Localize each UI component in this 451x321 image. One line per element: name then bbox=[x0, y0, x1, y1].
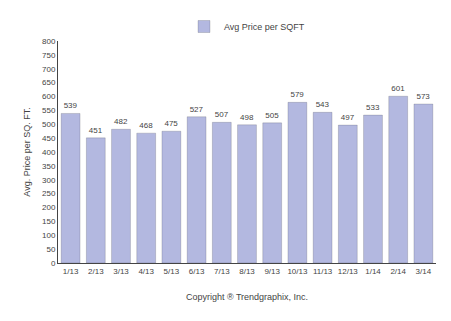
svg-text:11/13: 11/13 bbox=[313, 267, 333, 276]
svg-text:451: 451 bbox=[89, 126, 103, 135]
svg-text:9/13: 9/13 bbox=[264, 267, 280, 276]
svg-text:250: 250 bbox=[42, 189, 56, 198]
svg-text:475: 475 bbox=[164, 119, 178, 128]
svg-text:2/14: 2/14 bbox=[390, 267, 406, 276]
svg-text:3/14: 3/14 bbox=[416, 267, 432, 276]
svg-text:Avg Price per SQFT: Avg Price per SQFT bbox=[224, 22, 305, 32]
svg-text:750: 750 bbox=[42, 51, 56, 60]
svg-text:350: 350 bbox=[42, 162, 56, 171]
svg-text:10/13: 10/13 bbox=[287, 267, 308, 276]
svg-text:4/13: 4/13 bbox=[138, 267, 154, 276]
svg-text:12/13: 12/13 bbox=[338, 267, 359, 276]
svg-text:150: 150 bbox=[42, 217, 56, 226]
svg-text:7/13: 7/13 bbox=[214, 267, 230, 276]
svg-text:573: 573 bbox=[416, 92, 430, 101]
svg-text:300: 300 bbox=[42, 176, 56, 185]
svg-text:579: 579 bbox=[290, 90, 304, 99]
svg-text:50: 50 bbox=[46, 245, 55, 254]
svg-text:533: 533 bbox=[366, 103, 380, 112]
svg-text:200: 200 bbox=[42, 203, 56, 212]
svg-text:2/13: 2/13 bbox=[88, 267, 104, 276]
svg-text:1/13: 1/13 bbox=[63, 267, 79, 276]
svg-text:800: 800 bbox=[42, 37, 56, 46]
svg-text:505: 505 bbox=[265, 111, 279, 120]
svg-text:468: 468 bbox=[139, 121, 153, 130]
svg-text:Avg. Price per SQ. FT.: Avg. Price per SQ. FT. bbox=[22, 107, 32, 196]
svg-text:543: 543 bbox=[316, 100, 330, 109]
svg-text:600: 600 bbox=[42, 92, 56, 101]
svg-text:1/14: 1/14 bbox=[365, 267, 381, 276]
svg-text:497: 497 bbox=[341, 113, 355, 122]
svg-text:100: 100 bbox=[42, 231, 56, 240]
svg-text:700: 700 bbox=[42, 65, 56, 74]
svg-text:0: 0 bbox=[51, 259, 56, 268]
svg-text:5/13: 5/13 bbox=[164, 267, 180, 276]
svg-text:539: 539 bbox=[64, 101, 78, 110]
svg-text:482: 482 bbox=[114, 117, 128, 126]
svg-text:498: 498 bbox=[240, 113, 254, 122]
svg-text:Copyright ® Trendgraphix, Inc.: Copyright ® Trendgraphix, Inc. bbox=[186, 292, 308, 302]
svg-text:400: 400 bbox=[42, 148, 56, 157]
svg-text:6/13: 6/13 bbox=[189, 267, 205, 276]
svg-text:507: 507 bbox=[215, 110, 229, 119]
svg-text:500: 500 bbox=[42, 120, 56, 129]
svg-text:650: 650 bbox=[42, 78, 56, 87]
svg-text:450: 450 bbox=[42, 134, 56, 143]
svg-text:3/13: 3/13 bbox=[113, 267, 129, 276]
svg-text:550: 550 bbox=[42, 106, 56, 115]
svg-text:8/13: 8/13 bbox=[239, 267, 255, 276]
svg-text:527: 527 bbox=[190, 105, 204, 114]
svg-text:601: 601 bbox=[391, 84, 405, 93]
